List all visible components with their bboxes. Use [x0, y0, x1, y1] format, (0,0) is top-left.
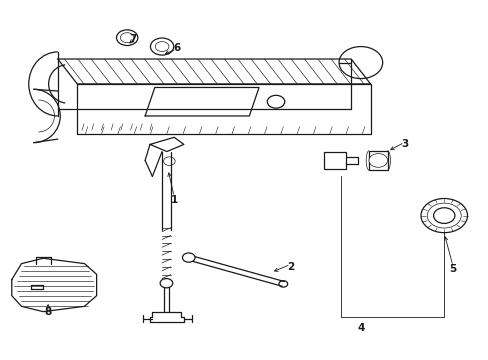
- Text: 1: 1: [170, 194, 178, 204]
- Text: 2: 2: [286, 262, 294, 272]
- Text: 4: 4: [356, 323, 364, 333]
- Bar: [368, 150, 386, 170]
- Circle shape: [267, 95, 284, 108]
- Text: 8: 8: [44, 307, 52, 317]
- Text: 5: 5: [448, 264, 456, 274]
- Text: 6: 6: [173, 43, 180, 53]
- Text: 7: 7: [129, 35, 137, 44]
- Circle shape: [182, 253, 195, 262]
- Text: 3: 3: [400, 139, 407, 149]
- Circle shape: [368, 154, 387, 167]
- FancyBboxPatch shape: [324, 152, 346, 169]
